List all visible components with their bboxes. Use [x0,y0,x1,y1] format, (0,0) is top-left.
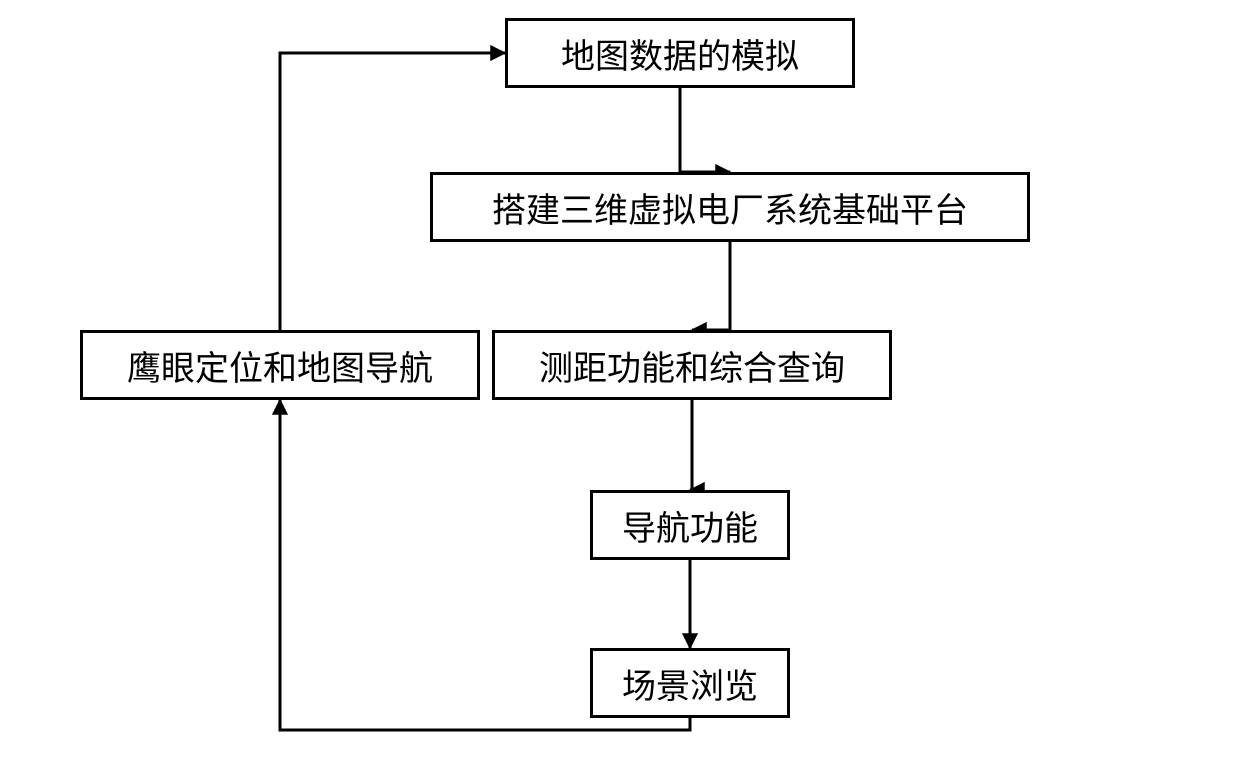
node-label: 地图数据的模拟 [561,29,799,78]
node-navigation-function: 导航功能 [590,490,790,560]
node-ranging-and-query: 测距功能和综合查询 [492,330,892,400]
node-build-3d-platform: 搭建三维虚拟电厂系统基础平台 [430,172,1030,242]
node-eagle-eye-navigation: 鹰眼定位和地图导航 [80,330,480,400]
node-label: 测距功能和综合查询 [539,341,845,390]
flowchart-canvas: 地图数据的模拟 搭建三维虚拟电厂系统基础平台 测距功能和综合查询 导航功能 场景… [0,0,1240,766]
node-label: 场景浏览 [622,659,758,708]
node-label: 搭建三维虚拟电厂系统基础平台 [492,183,968,232]
node-scene-browsing: 场景浏览 [590,648,790,718]
node-label: 鹰眼定位和地图导航 [127,341,433,390]
node-map-data-simulation: 地图数据的模拟 [505,18,855,88]
node-label: 导航功能 [622,501,758,550]
